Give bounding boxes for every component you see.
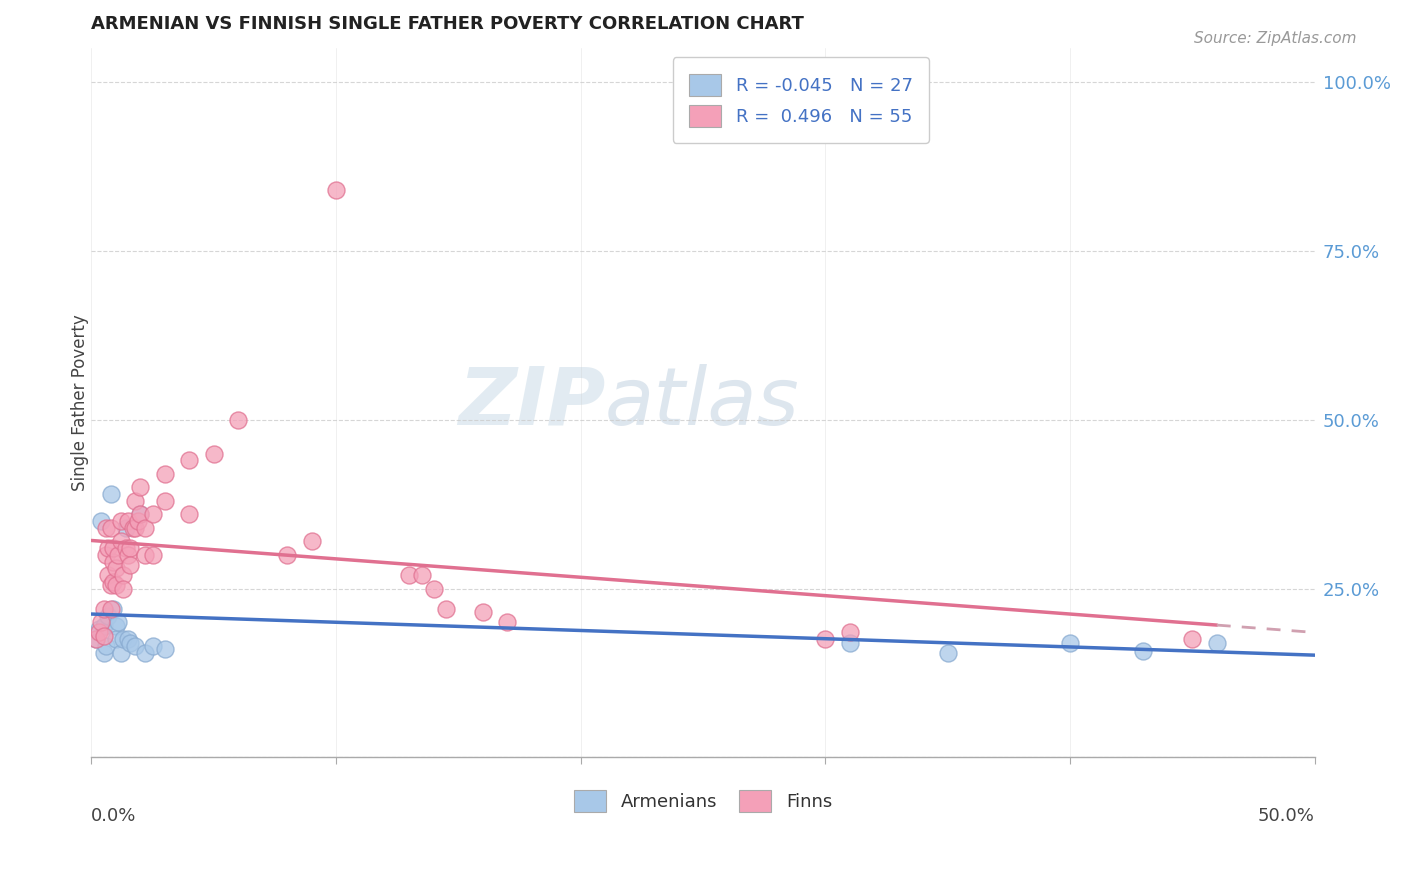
Point	[100, 578, 122, 592]
Point	[97, 568, 120, 582]
Point	[398, 568, 420, 582]
Point	[141, 548, 163, 562]
Point	[107, 615, 129, 630]
Point	[129, 508, 152, 522]
Point	[1181, 632, 1204, 647]
Point	[110, 646, 132, 660]
Legend: Armenians, Finns: Armenians, Finns	[567, 783, 839, 819]
Point	[100, 521, 122, 535]
Point	[114, 541, 136, 555]
Point	[104, 618, 127, 632]
Point	[103, 574, 125, 589]
Point	[124, 521, 146, 535]
Point	[87, 625, 110, 640]
Point	[179, 453, 201, 467]
Point	[838, 625, 860, 640]
Point	[124, 639, 146, 653]
Point	[129, 480, 152, 494]
Point	[134, 521, 156, 535]
Point	[84, 632, 107, 647]
Point	[423, 582, 446, 596]
Point	[141, 508, 163, 522]
Point	[153, 467, 176, 481]
Point	[107, 548, 129, 562]
Point	[117, 548, 139, 562]
Point	[202, 446, 225, 460]
Point	[936, 646, 959, 660]
Point	[117, 632, 139, 647]
Point	[226, 413, 249, 427]
Point	[471, 605, 494, 619]
Point	[411, 568, 433, 582]
Point	[97, 608, 120, 623]
Point	[103, 541, 125, 555]
Point	[1205, 635, 1227, 649]
Point	[93, 618, 115, 632]
Point	[100, 602, 122, 616]
Point	[1059, 635, 1081, 649]
Text: Source: ZipAtlas.com: Source: ZipAtlas.com	[1194, 31, 1357, 46]
Point	[134, 548, 156, 562]
Point	[112, 632, 135, 647]
Point	[814, 632, 837, 647]
Text: atlas: atlas	[605, 364, 800, 442]
Point	[100, 487, 122, 501]
Point	[1132, 644, 1154, 658]
Point	[84, 632, 107, 647]
Point	[434, 602, 457, 616]
Point	[103, 555, 125, 569]
Point	[325, 183, 347, 197]
Point	[127, 514, 149, 528]
Point	[120, 635, 142, 649]
Point	[94, 548, 117, 562]
Point	[90, 615, 112, 630]
Point	[110, 534, 132, 549]
Point	[90, 514, 112, 528]
Point	[110, 514, 132, 528]
Point	[122, 521, 145, 535]
Text: ARMENIAN VS FINNISH SINGLE FATHER POVERTY CORRELATION CHART: ARMENIAN VS FINNISH SINGLE FATHER POVERT…	[91, 15, 804, 33]
Point	[153, 493, 176, 508]
Point	[301, 534, 323, 549]
Point	[112, 568, 135, 582]
Point	[120, 558, 142, 572]
Point	[124, 493, 146, 508]
Text: 0.0%: 0.0%	[91, 807, 136, 825]
Point	[104, 632, 127, 647]
Point	[496, 615, 519, 630]
Text: 50.0%: 50.0%	[1258, 807, 1315, 825]
Point	[114, 521, 136, 535]
Point	[97, 541, 120, 555]
Point	[117, 514, 139, 528]
Point	[94, 639, 117, 653]
Point	[93, 629, 115, 643]
Y-axis label: Single Father Poverty: Single Father Poverty	[72, 315, 89, 491]
Point	[120, 541, 142, 555]
Point	[93, 602, 115, 616]
Point	[104, 578, 127, 592]
Point	[179, 508, 201, 522]
Point	[134, 646, 156, 660]
Point	[276, 548, 298, 562]
Point	[112, 582, 135, 596]
Point	[94, 521, 117, 535]
Point	[104, 561, 127, 575]
Point	[87, 622, 110, 636]
Point	[141, 639, 163, 653]
Point	[93, 646, 115, 660]
Point	[129, 508, 152, 522]
Point	[153, 642, 176, 657]
Point	[838, 635, 860, 649]
Text: ZIP: ZIP	[458, 364, 605, 442]
Point	[103, 602, 125, 616]
